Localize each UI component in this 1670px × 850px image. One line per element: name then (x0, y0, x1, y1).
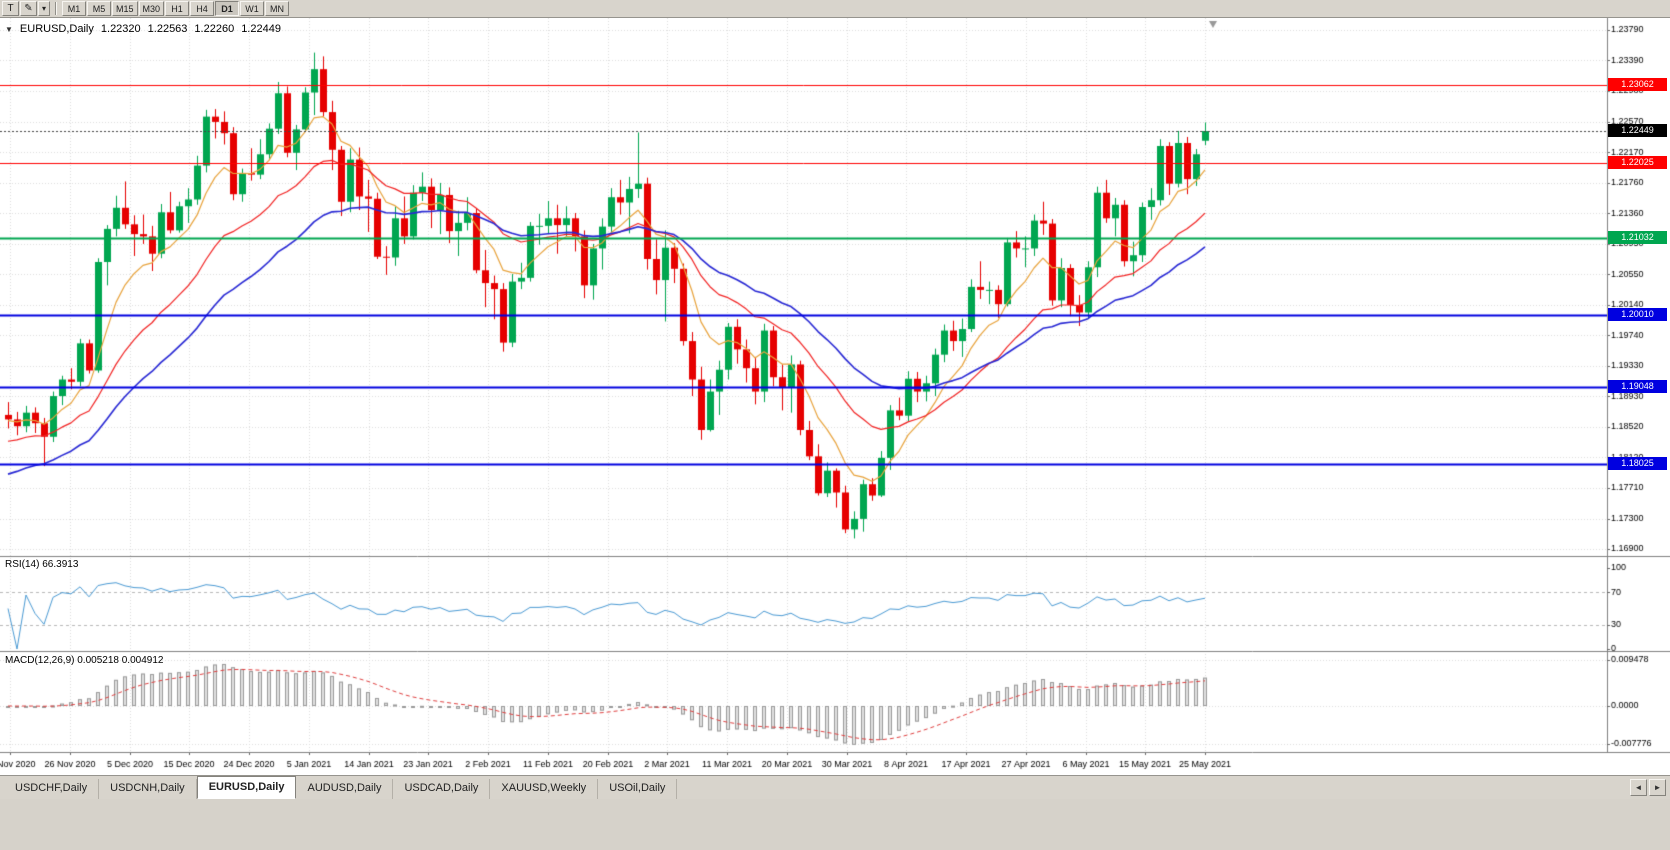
chart-tab-usoil-daily[interactable]: USOil,Daily (598, 779, 678, 799)
timeframe-button-mn[interactable]: MN (265, 1, 290, 16)
toolbar: T ✎ ▾ M1 M5 M15 M30 H1 H4 D1 W1 MN (0, 0, 1670, 18)
price-level-badge-1.22025: 1.22025 (1608, 156, 1667, 169)
tab-scroll-left-button[interactable]: ◄ (1630, 779, 1647, 796)
chart-tabbar: USDCHF,Daily USDCNH,Daily EURUSD,Daily AUDU… (0, 775, 1670, 799)
cursor-tool-button[interactable]: T (2, 1, 19, 16)
price-level-badge-1.21032: 1.21032 (1608, 231, 1667, 244)
chart-tabs: USDCHF,Daily USDCNH,Daily EURUSD,Daily AUDU… (4, 776, 678, 799)
chart-area: ▼ EURUSD,Daily 1.22320 1.22563 1.22260 1… (0, 18, 1670, 775)
chart-tab-audusd-daily[interactable]: AUDUSD,Daily (296, 779, 394, 799)
toolbar-dropdown-button[interactable]: ▾ (38, 1, 50, 16)
chart-canvas[interactable] (0, 18, 1670, 775)
timeframe-button-m5[interactable]: M5 (87, 1, 111, 16)
timeframe-button-m15[interactable]: M15 (112, 1, 138, 16)
timeframe-button-h4[interactable]: H4 (190, 1, 215, 16)
timeframe-buttons: M1 M5 M15 M30 H1 H4 D1 W1 MN (62, 1, 290, 16)
draw-tool-button[interactable]: ✎ (20, 1, 37, 16)
chart-collapse-icon[interactable]: ▼ (5, 24, 13, 34)
chart-tab-xauusd-weekly[interactable]: XAUUSD,Weekly (490, 779, 599, 799)
timeframe-button-h1[interactable]: H1 (165, 1, 190, 16)
price-level-badge-1.18025: 1.18025 (1608, 457, 1667, 470)
toolbar-separator (55, 2, 57, 15)
timeframe-button-d1[interactable]: D1 (215, 1, 240, 16)
tab-scrollers: ◄ ► (1630, 779, 1666, 796)
chart-tab-usdcad-daily[interactable]: USDCAD,Daily (393, 779, 491, 799)
timeframe-button-w1[interactable]: W1 (240, 1, 265, 16)
current-price-badge: 1.22449 (1608, 124, 1667, 137)
chart-tab-usdchf-daily[interactable]: USDCHF,Daily (4, 779, 100, 799)
timeframe-button-m30[interactable]: M30 (138, 1, 165, 16)
chart-tab-eurusd-daily[interactable]: EURUSD,Daily (196, 776, 297, 799)
chart-tab-usdcnh-daily[interactable]: USDCNH,Daily (99, 779, 197, 799)
price-level-badge-1.19048: 1.19048 (1608, 380, 1667, 393)
price-level-badge-1.20010: 1.20010 (1608, 308, 1667, 321)
price-level-badge-1.23062: 1.23062 (1608, 78, 1667, 91)
tab-scroll-right-button[interactable]: ► (1649, 779, 1666, 796)
timeframe-button-m1[interactable]: M1 (62, 1, 86, 16)
pencil-icon: ✎ (24, 2, 33, 14)
